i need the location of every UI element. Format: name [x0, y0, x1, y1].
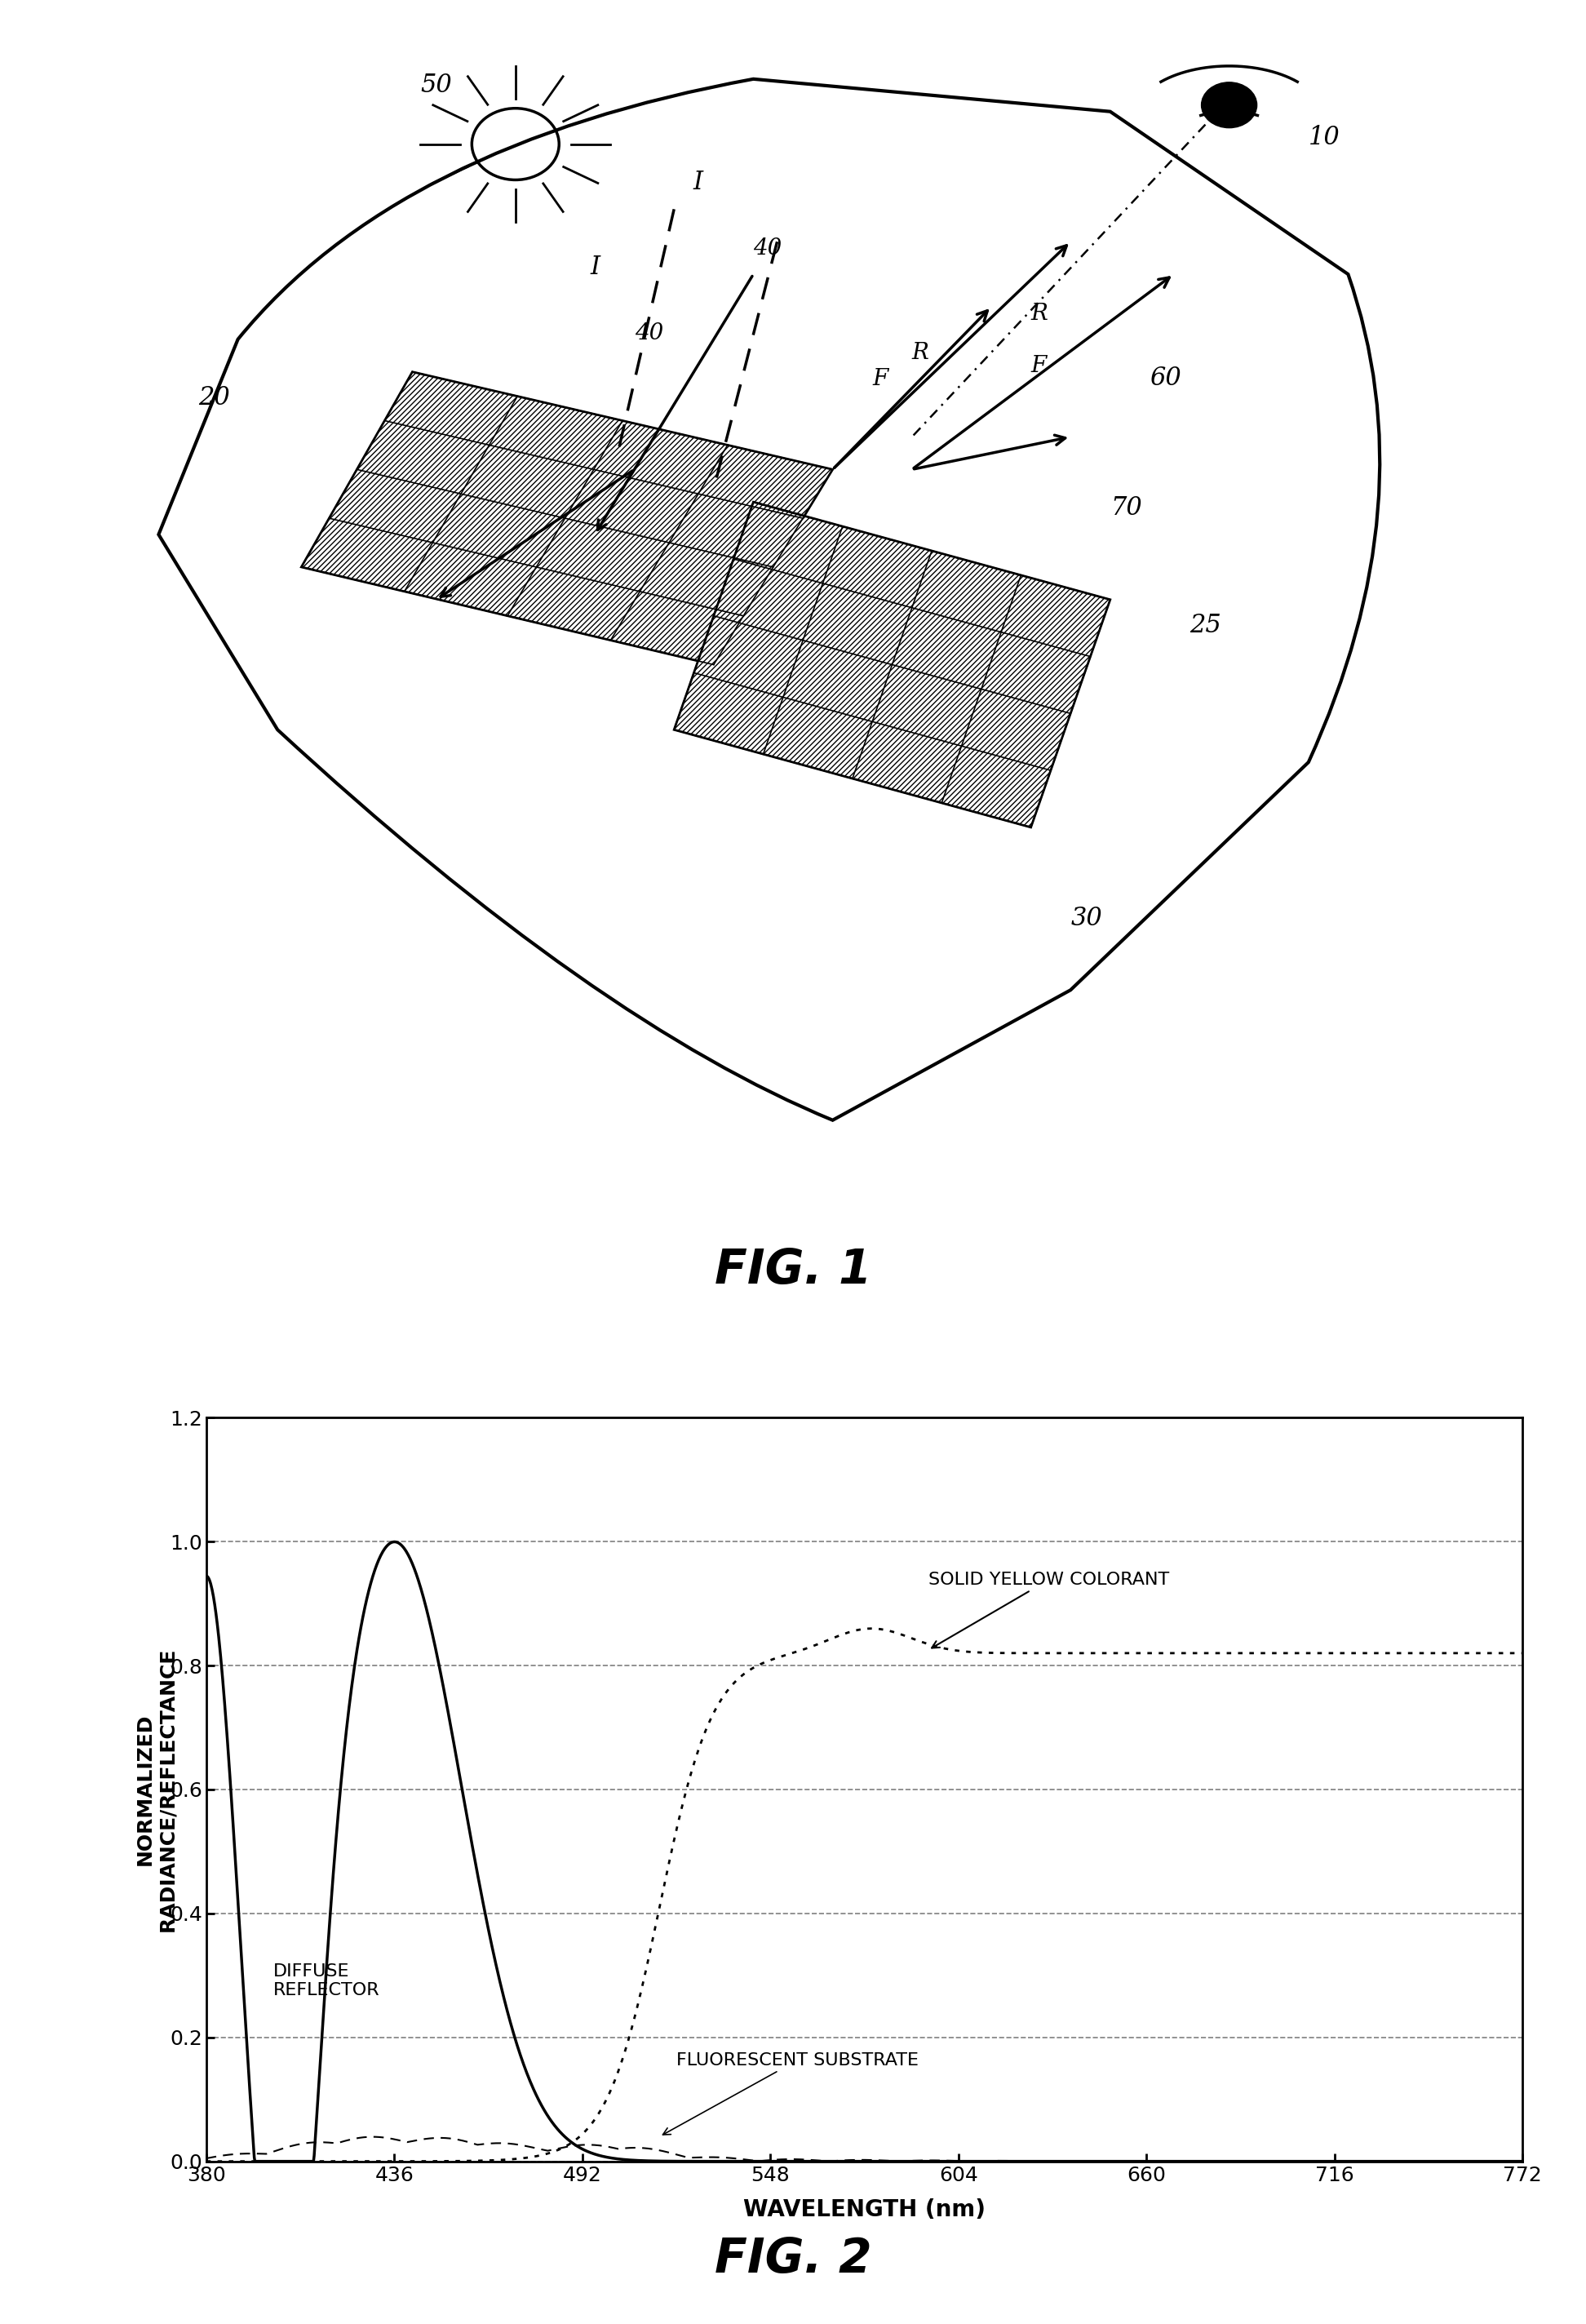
Text: FIG. 1: FIG. 1: [714, 1246, 872, 1292]
Text: I: I: [693, 170, 703, 195]
Text: F: F: [1031, 356, 1047, 376]
Text: 30: 30: [1071, 906, 1102, 930]
Text: I: I: [590, 256, 600, 279]
Text: 60: 60: [1150, 365, 1182, 390]
Y-axis label: NORMALIZED
RADIANCE/REFLECTANCE: NORMALIZED RADIANCE/REFLECTANCE: [135, 1648, 178, 1931]
Text: R: R: [912, 342, 929, 365]
Text: FLUORESCENT SUBSTRATE: FLUORESCENT SUBSTRATE: [663, 2052, 918, 2136]
Text: 50: 50: [420, 72, 452, 98]
Text: 10: 10: [1308, 125, 1340, 149]
Text: R: R: [1031, 302, 1048, 325]
Text: DIFFUSE
REFLECTOR: DIFFUSE REFLECTOR: [273, 1964, 381, 1999]
Circle shape: [1202, 81, 1258, 128]
Text: F: F: [872, 367, 888, 390]
Text: FIG. 2: FIG. 2: [714, 2236, 872, 2282]
Text: 70: 70: [1110, 495, 1142, 521]
Text: 40: 40: [753, 237, 782, 260]
Text: SOLID YELLOW COLORANT: SOLID YELLOW COLORANT: [928, 1571, 1169, 1648]
Text: 20: 20: [198, 386, 230, 409]
Text: 40: 40: [634, 323, 663, 344]
Polygon shape: [301, 372, 833, 665]
X-axis label: WAVELENGTH (nm): WAVELENGTH (nm): [744, 2199, 985, 2222]
Text: 25: 25: [1190, 614, 1221, 637]
Polygon shape: [674, 502, 1110, 827]
